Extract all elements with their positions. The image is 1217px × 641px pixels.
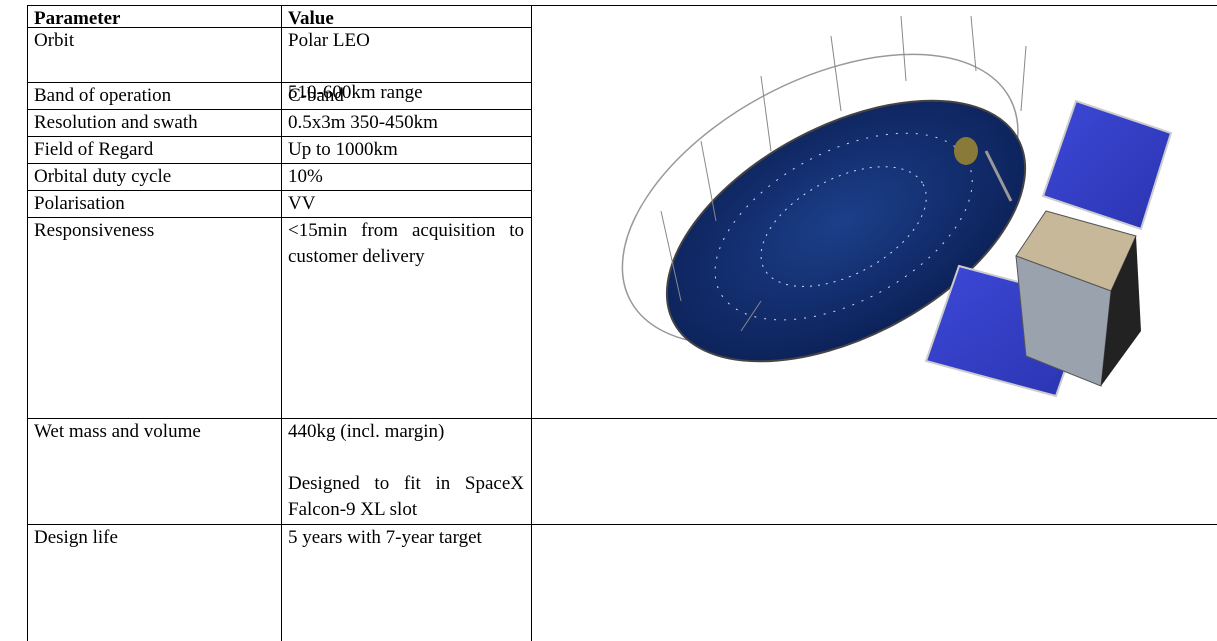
cell-text: C-band xyxy=(288,85,344,106)
cell-text: VV xyxy=(288,193,316,214)
parameter-cell: Resolution and swath xyxy=(27,109,282,137)
cell-text: 5 years with 7-year target xyxy=(288,527,482,548)
cell-text: 440kg (incl. margin) xyxy=(288,421,445,442)
parameter-cell: Orbital duty cycle xyxy=(27,163,282,191)
header-cell: Value xyxy=(281,5,532,29)
cell-text: Wet mass and volume xyxy=(34,421,201,442)
cell-text: Responsiveness xyxy=(34,220,155,241)
cell-text: Up to 1000km xyxy=(288,139,398,160)
cell-text: Design life xyxy=(34,527,118,548)
satellite-image xyxy=(621,15,1173,398)
cell-text: Designed to fit in SpaceX Falcon-9 XL sl… xyxy=(288,473,524,520)
empty-cell xyxy=(531,418,1217,525)
parameter-cell: Band of operation xyxy=(27,82,282,110)
value-cell: VV xyxy=(281,190,532,218)
value-cell: 440kg (incl. margin) Designed to fit in S… xyxy=(281,418,532,525)
image-cell xyxy=(531,5,1217,419)
cell-text: Band of operation xyxy=(34,85,172,106)
parameter-cell: Wet mass and volume xyxy=(27,418,282,525)
cell-text: Value xyxy=(288,8,334,29)
value-cell: 0.5x3m 350-450km xyxy=(281,109,532,137)
cell-text: Parameter xyxy=(34,8,121,29)
parameter-cell: Field of Regard xyxy=(27,136,282,164)
value-cell: 5 years with 7-year target xyxy=(281,524,532,641)
value-cell: <15min from acquisition to customer deli… xyxy=(281,217,532,419)
cell-text: 10% xyxy=(288,166,323,187)
cell-text: Orbit xyxy=(34,30,75,51)
parameter-cell: Responsiveness xyxy=(27,217,282,419)
parameter-cell: Orbit xyxy=(27,27,282,83)
cell-text: Orbital duty cycle xyxy=(34,166,172,187)
cell-text: 510-600km range xyxy=(288,82,423,103)
cell-text: Resolution and swath xyxy=(34,112,198,133)
parameter-cell: Design life xyxy=(27,524,282,641)
parameter-cell: Polarisation xyxy=(27,190,282,218)
value-cell: Polar LEO 510-600km range xyxy=(281,27,532,103)
empty-cell xyxy=(531,524,1217,641)
header-cell: Parameter xyxy=(27,5,282,29)
cell-text: Polarisation xyxy=(34,193,125,214)
cell-text: 0.5x3m 350-450km xyxy=(288,112,438,133)
cell-text: Field of Regard xyxy=(34,139,154,160)
value-cell: 10% xyxy=(281,163,532,191)
cell-text: <15min from acquisition to customer deli… xyxy=(288,220,524,267)
cell-text: Polar LEO xyxy=(288,30,370,51)
value-cell: Up to 1000km xyxy=(281,136,532,164)
value-cell: C-band xyxy=(281,82,532,110)
